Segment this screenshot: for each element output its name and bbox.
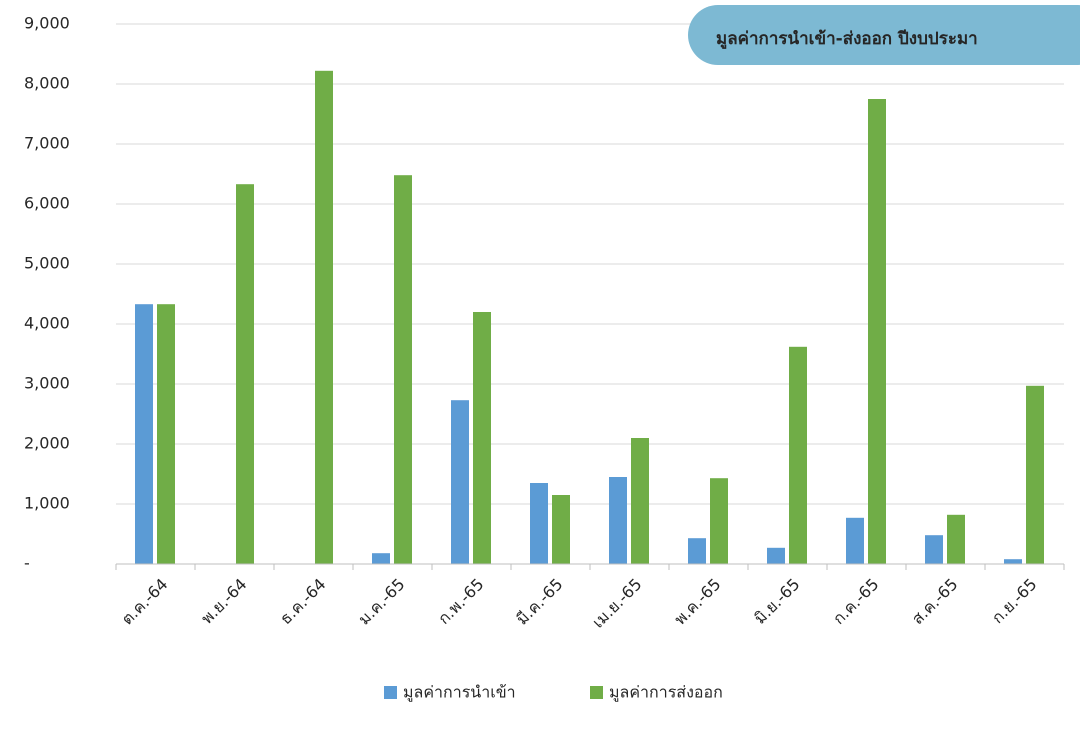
bar [236,184,254,564]
chart-title: มูลค่าการนำเข้า-ส่งออก ปีงบประมา [716,28,978,50]
bar [451,400,469,564]
bar [789,347,807,564]
x-tick-label: ส.ค.-65 [908,575,962,629]
x-tick-label: ก.พ.-65 [434,575,487,628]
bar [947,515,965,564]
bar [394,175,412,564]
x-tick-label: ต.ค.-64 [117,575,171,629]
bar [372,553,390,564]
y-tick-label: 2,000 [24,434,70,453]
plot: - 1,000 2,000 3,000 4,000 5,000 6,000 7,000 8,00… [24,14,1064,703]
bar [767,548,785,564]
bar [868,99,886,564]
bar [315,71,333,564]
bar [1026,386,1044,564]
chart: - 1,000 2,000 3,000 4,000 5,000 6,000 7,000 8,00… [0,0,1080,731]
legend-label: มูลค่าการนำเข้า [403,683,516,703]
legend-swatch [384,686,397,699]
bar [1004,559,1022,564]
y-tick-label: 8,000 [24,74,70,93]
bar [925,535,943,564]
x-tick-label: เม.ย.-65 [588,575,645,632]
legend-label: มูลค่าการส่งออก [609,683,723,703]
bar [710,478,728,564]
bar [135,304,153,564]
y-tick-label: 3,000 [24,374,70,393]
x-tick-label: พ.ย.-64 [197,575,250,628]
bar [631,438,649,564]
bar [846,518,864,564]
y-tick-label: - [24,554,30,573]
x-tick-label: ก.ย.-65 [988,575,1041,628]
bar [688,538,706,564]
bar [473,312,491,564]
y-tick-label: 4,000 [24,314,70,333]
y-tick-label: 6,000 [24,194,70,213]
x-tick-label: พ.ค.-65 [670,575,724,629]
x-tick-label: ม.ค.-65 [354,575,408,629]
x-tick-label: ก.ค.-65 [829,575,883,629]
bar [157,304,175,564]
bar [609,477,627,564]
x-tick-label: มิ.ย.-65 [750,575,803,628]
bar [530,483,548,564]
y-tick-label: 7,000 [24,134,70,153]
legend-swatch [590,686,603,699]
y-tick-label: 9,000 [24,14,70,33]
bar [552,495,570,564]
y-tick-label: 5,000 [24,254,70,273]
y-tick-label: 1,000 [24,494,70,513]
x-tick-label: มี.ค.-65 [512,575,566,629]
x-tick-label: ธ.ค.-64 [276,575,330,629]
